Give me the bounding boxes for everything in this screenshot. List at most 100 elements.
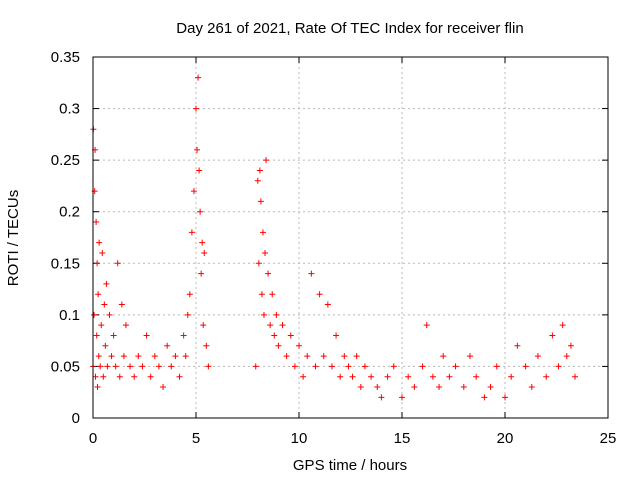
data-point	[300, 373, 307, 380]
data-point	[122, 322, 129, 329]
data-point	[194, 146, 201, 153]
data-point	[549, 332, 556, 339]
data-point	[147, 373, 154, 380]
data-point	[263, 157, 270, 164]
data-point	[203, 342, 210, 349]
data-point	[193, 105, 199, 112]
data-point	[100, 373, 107, 380]
data-point	[384, 373, 391, 380]
data-point	[436, 384, 443, 391]
data-point	[184, 311, 191, 318]
grid-layer	[93, 57, 608, 418]
data-point	[257, 198, 264, 205]
data-point	[271, 332, 278, 339]
data-point	[555, 363, 562, 370]
data-point	[127, 363, 134, 370]
data-point	[567, 342, 574, 349]
data-point	[357, 384, 364, 391]
data-point	[265, 270, 272, 277]
data-point	[188, 229, 195, 236]
data-point	[255, 260, 262, 267]
data-point	[96, 239, 103, 246]
data-point	[487, 384, 494, 391]
data-point	[97, 363, 104, 370]
data-point	[291, 363, 298, 370]
data-points-layer	[90, 74, 579, 401]
plot-border	[92, 56, 609, 419]
data-point	[94, 384, 101, 391]
data-point	[337, 373, 344, 380]
data-point	[361, 363, 368, 370]
data-point	[378, 394, 385, 401]
data-point	[260, 311, 267, 318]
data-point	[139, 363, 146, 370]
data-point	[522, 363, 529, 370]
data-point	[108, 353, 115, 360]
data-point	[452, 363, 459, 370]
data-point	[164, 342, 171, 349]
y-axis-label: ROTI / TECUs	[5, 190, 22, 286]
data-point	[279, 322, 286, 329]
data-point	[543, 373, 550, 380]
data-point	[466, 353, 473, 360]
data-point	[258, 291, 265, 298]
data-point	[273, 311, 280, 318]
data-point	[99, 249, 106, 256]
data-point	[262, 249, 269, 256]
data-point	[304, 353, 311, 360]
y-tick-label: 0.1	[59, 307, 80, 324]
data-point	[197, 208, 204, 215]
y-tick-label: 0.25	[51, 152, 80, 169]
data-point	[200, 322, 207, 329]
data-point	[198, 270, 205, 277]
data-point	[559, 322, 566, 329]
data-point	[563, 353, 570, 360]
data-point	[182, 353, 189, 360]
x-tick-label: 10	[291, 430, 308, 447]
data-point	[419, 363, 426, 370]
data-point	[201, 249, 208, 256]
data-point	[405, 373, 412, 380]
data-point	[252, 363, 259, 370]
data-point	[374, 384, 381, 391]
data-point	[190, 188, 197, 195]
data-point	[205, 363, 212, 370]
data-point	[287, 332, 294, 339]
data-point	[312, 363, 319, 370]
data-point	[151, 353, 158, 360]
y-tick-label: 0.15	[51, 255, 80, 272]
y-tick-label: 0.3	[59, 101, 80, 118]
data-point	[333, 332, 340, 339]
data-point	[514, 342, 521, 349]
data-point	[423, 322, 430, 329]
data-point	[176, 373, 183, 380]
data-point	[112, 363, 119, 370]
data-point	[95, 353, 102, 360]
data-point	[101, 301, 108, 308]
data-point	[473, 373, 480, 380]
data-point	[95, 291, 102, 298]
y-tick-label: 0	[72, 410, 80, 427]
data-point	[481, 394, 488, 401]
data-point	[186, 291, 193, 298]
y-tick-label: 0.05	[51, 358, 80, 375]
data-point	[502, 394, 508, 401]
data-point	[114, 260, 121, 267]
data-point	[168, 363, 175, 370]
data-point	[572, 373, 579, 380]
data-point	[93, 332, 100, 339]
y-tick-label: 0.35	[51, 49, 80, 66]
data-point	[160, 384, 167, 391]
data-point	[93, 219, 100, 226]
data-point	[349, 373, 356, 380]
data-point	[283, 353, 290, 360]
data-point	[328, 363, 335, 370]
x-tick-label: 5	[192, 430, 200, 447]
data-point	[98, 322, 105, 329]
data-point	[94, 260, 101, 267]
data-point	[267, 322, 274, 329]
data-point	[316, 291, 323, 298]
data-point	[508, 373, 515, 380]
data-point	[106, 311, 113, 318]
